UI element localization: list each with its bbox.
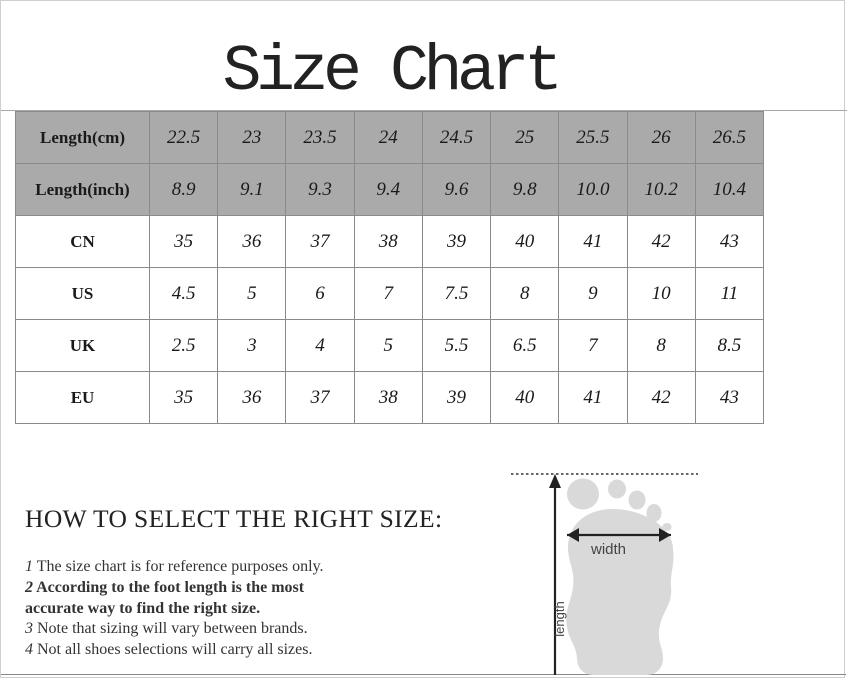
svg-text:length: length	[552, 601, 567, 636]
svg-text:width: width	[590, 541, 626, 558]
